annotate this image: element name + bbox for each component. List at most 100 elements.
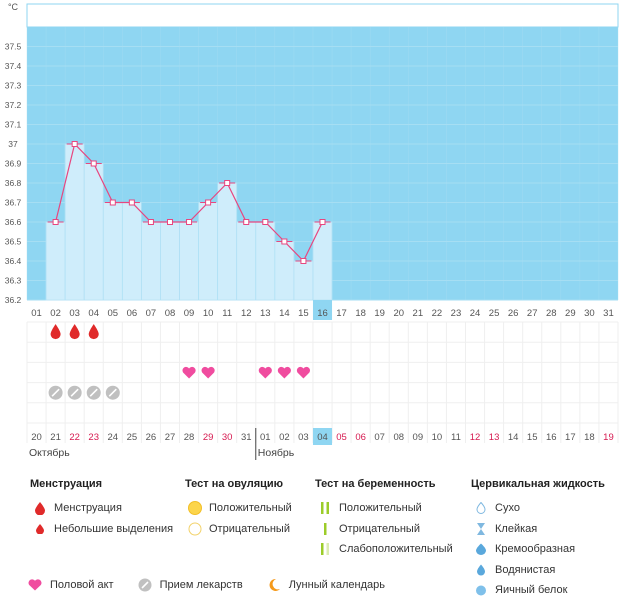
y-tick-label: 37.4 bbox=[5, 61, 22, 71]
negative-circle-icon bbox=[185, 522, 205, 536]
cycle-day-label: 02 bbox=[50, 308, 61, 319]
chart-top-strip bbox=[26, 3, 619, 28]
temperature-bar bbox=[198, 202, 219, 301]
cycle-day-label: 06 bbox=[127, 308, 138, 319]
legend-label: Отрицательный bbox=[339, 522, 420, 535]
calendar-date-label: 09 bbox=[413, 432, 424, 443]
calendar-date-label: 28 bbox=[184, 432, 195, 443]
cycle-day-label: 11 bbox=[222, 308, 232, 319]
temperature-bar bbox=[102, 202, 123, 301]
calendar-date-label: 26 bbox=[146, 432, 157, 443]
cycle-day-label: 07 bbox=[146, 308, 157, 319]
cycle-day-label: 28 bbox=[546, 308, 557, 319]
calendar-date-label: 11 bbox=[451, 432, 461, 443]
heart-icon bbox=[26, 579, 44, 591]
calendar-date-label: 05 bbox=[336, 432, 347, 443]
calendar-date-label: 16 bbox=[546, 432, 557, 443]
legend-row-sticky: Клейкая bbox=[471, 519, 605, 540]
calendar-date-label: 19 bbox=[603, 432, 614, 443]
cycle-day-label: 15 bbox=[298, 308, 309, 319]
blood-drop-icon bbox=[50, 324, 61, 340]
calendar-date-label: 01 bbox=[260, 432, 271, 443]
temperature-point bbox=[186, 219, 193, 225]
legend-row-negative: Отрицательный bbox=[185, 519, 292, 540]
calendar-date-label: 04 bbox=[317, 432, 328, 443]
legend-cervical: Цервикальная жидкость Сухо Клейкая Кремо… bbox=[471, 478, 605, 601]
month-label: Ноябрь bbox=[258, 447, 295, 459]
calendar-date-label: 08 bbox=[393, 432, 404, 443]
cycle-day-label: 09 bbox=[184, 308, 195, 319]
cycle-day-label: 27 bbox=[527, 308, 538, 319]
cycle-day-label: 19 bbox=[374, 308, 385, 319]
blood-drop-icon bbox=[69, 324, 80, 340]
legend-cervical-title: Цервикальная жидкость bbox=[471, 478, 605, 490]
y-tick-label: 36.6 bbox=[5, 217, 22, 227]
calendar-date-label: 20 bbox=[31, 432, 42, 443]
heart-icon bbox=[277, 366, 291, 379]
y-tick-label: 36.8 bbox=[5, 178, 22, 188]
eggwhite-drop-icon bbox=[471, 584, 491, 596]
cycle-day-label: 22 bbox=[432, 308, 443, 319]
calendar-date-label: 14 bbox=[508, 432, 519, 443]
y-tick-label: 36.2 bbox=[5, 295, 22, 305]
temperature-point bbox=[205, 199, 212, 206]
temperature-bar bbox=[121, 202, 142, 301]
cycle-day-label: 26 bbox=[508, 308, 519, 319]
temperature-bar bbox=[64, 143, 85, 301]
temperature-point bbox=[243, 219, 250, 225]
temperature-point bbox=[90, 160, 97, 167]
calendar-date-label: 23 bbox=[88, 432, 99, 443]
temperature-bar bbox=[255, 221, 276, 301]
pill-icon-slash bbox=[70, 388, 79, 397]
cycle-day-label: 10 bbox=[203, 308, 214, 319]
calendar-date-label: 21 bbox=[50, 432, 61, 443]
legend-row-spotting: Небольшие выделения bbox=[30, 519, 173, 540]
cycle-day-label: 20 bbox=[393, 308, 404, 319]
legend-label: Клейкая bbox=[495, 522, 538, 535]
legend-menstruation: Менструация Менструация Небольшие выделе… bbox=[30, 478, 173, 539]
legend-row-preg-weak: Слабоположительный bbox=[315, 539, 453, 560]
legend-label: Яичный белок bbox=[495, 584, 568, 597]
calendar-date-label: 30 bbox=[222, 432, 233, 443]
calendar-date-label: 25 bbox=[127, 432, 138, 443]
double-stripe-icon bbox=[315, 502, 335, 515]
cycle-day-label: 25 bbox=[489, 308, 500, 319]
cycle-day-label: 05 bbox=[108, 308, 119, 319]
legend-row-eggwhite: Яичный белок bbox=[471, 580, 605, 601]
temperature-bar bbox=[83, 163, 104, 301]
temperature-point bbox=[224, 180, 231, 186]
cycle-day-label: 31 bbox=[603, 308, 614, 319]
y-tick-label: 37.5 bbox=[5, 42, 22, 52]
temperature-point bbox=[128, 199, 135, 206]
month-label: Октябрь bbox=[29, 447, 70, 459]
temperature-bar bbox=[160, 221, 180, 301]
calendar-date-label: 29 bbox=[203, 432, 214, 443]
cycle-day-label: 03 bbox=[69, 308, 80, 319]
cycle-day-label: 29 bbox=[565, 308, 576, 319]
y-tick-label: 36.5 bbox=[5, 237, 22, 247]
bbt-chart: 36.2 36.3 36.4 36.5 36.6 36.7 36.8 36.9 37 37.1 37… bbox=[5, 2, 619, 460]
calendar-date-label: 22 bbox=[69, 432, 80, 443]
legend-label: Отрицательный bbox=[209, 522, 290, 535]
legend-item-intercourse: Половой акт bbox=[26, 578, 114, 592]
calendar-date-label: 12 bbox=[470, 432, 481, 443]
calendar-date-label: 13 bbox=[489, 432, 500, 443]
current-date-highlight bbox=[312, 428, 333, 445]
legend-pregnancy-title: Тест на беременность bbox=[315, 478, 436, 490]
current-day-highlight bbox=[312, 300, 333, 320]
cycle-day-label: 12 bbox=[241, 308, 252, 319]
calendar-date-label: 27 bbox=[165, 432, 176, 443]
legend-item-moon: Лунный календарь bbox=[265, 578, 385, 592]
legend-pregnancy: Тест на беременность Положительный Отриц… bbox=[315, 478, 453, 560]
temperature-bar bbox=[140, 221, 161, 301]
temperature-bar bbox=[236, 221, 257, 301]
y-tick-label: 36.7 bbox=[5, 198, 22, 208]
legend-label: Половой акт bbox=[50, 579, 114, 591]
pill-icon bbox=[136, 578, 154, 592]
y-tick-label: 36.9 bbox=[5, 159, 22, 169]
legend-ovulation-title: Тест на овуляцию bbox=[185, 478, 284, 490]
y-tick-label: 37.1 bbox=[5, 120, 22, 130]
faint-stripe-icon bbox=[315, 543, 335, 556]
legend-ovulation: Тест на овуляцию Положительный Отрицател… bbox=[185, 478, 292, 539]
temperature-bar bbox=[312, 221, 333, 301]
